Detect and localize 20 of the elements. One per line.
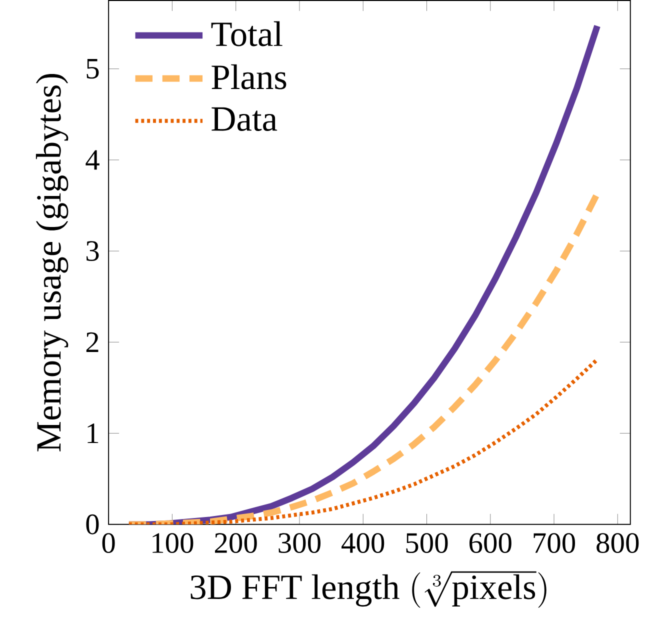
- y-tick-label: 4: [86, 150, 100, 170]
- x-tick-label: 800: [596, 533, 639, 554]
- x-tick-label: 600: [469, 533, 512, 554]
- legend-label: Total: [211, 21, 282, 46]
- y-tick-label: 0: [86, 514, 99, 534]
- legend-label: Plans: [212, 64, 286, 90]
- x-tick-label: 500: [406, 533, 448, 554]
- y-tick-label: 3: [86, 241, 99, 261]
- y-tick-label: 5: [86, 59, 99, 79]
- x-tick-label: 200: [214, 533, 257, 554]
- x-tick-label: 700: [534, 533, 576, 554]
- x-tick-label: 400: [342, 533, 384, 554]
- legend-label: Data: [212, 107, 278, 131]
- x-tick-label: 100: [152, 533, 194, 554]
- y-axis-title: Memory usage (gigabytes): [36, 74, 68, 452]
- y-tick-label: 1: [88, 424, 98, 444]
- x-tick-label: 300: [278, 533, 320, 554]
- x-tick-label: 0: [102, 533, 115, 554]
- x-axis-title: $\mathrm{3D\ FFT\ length}\ (\sqrt[3]{\mathrm{pixels}})$: [190, 571, 546, 608]
- y-tick-label: 2: [86, 332, 98, 352]
